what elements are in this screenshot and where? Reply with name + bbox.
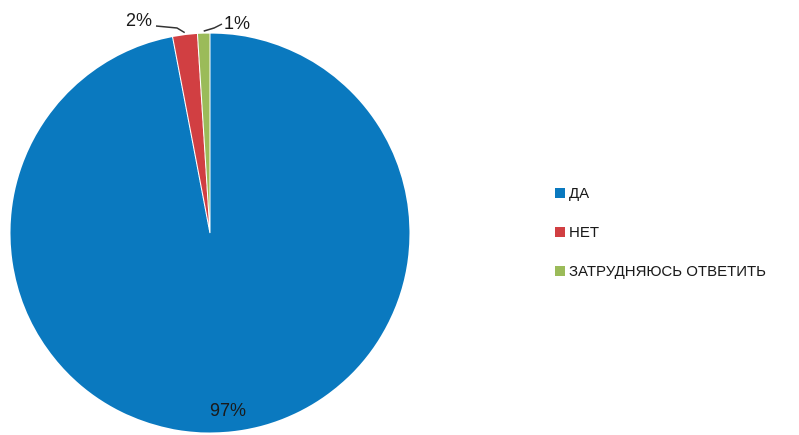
legend-item-hard-to-say-label: ЗАТРУДНЯЮСЬ ОТВЕТИТЬ xyxy=(569,263,766,280)
pie-slices xyxy=(9,32,411,434)
legend-item-yes-swatch xyxy=(555,188,565,198)
data-label-no: 2% xyxy=(126,10,152,30)
leader-line-no xyxy=(155,25,186,34)
pie-labels: 97% 2% 1% xyxy=(126,10,250,420)
leader-line-hard-to-say xyxy=(203,23,223,32)
pie-slice-3 xyxy=(196,32,211,234)
data-label-hard-to-say: 1% xyxy=(224,13,250,33)
legend-item-no-swatch xyxy=(555,227,565,237)
legend-item-hard-to-say-swatch xyxy=(555,266,565,276)
legend: ДА НЕТ ЗАТРУДНЯЮСЬ ОТВЕТИТЬ xyxy=(555,185,766,280)
legend-item-no-label: НЕТ xyxy=(569,224,599,241)
data-label-yes: 97% xyxy=(210,400,246,420)
legend-item-yes-label: ДА xyxy=(569,185,589,202)
